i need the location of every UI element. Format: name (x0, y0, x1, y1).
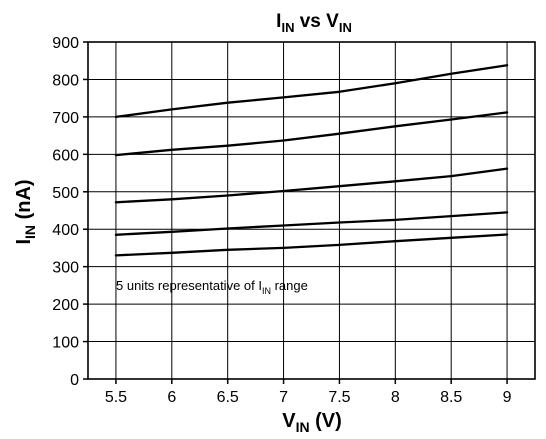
grid-lines (83, 41, 535, 384)
series-line-4 (114, 211, 509, 236)
y-tick-label: 0 (70, 372, 79, 389)
y-tick-label: 300 (52, 260, 79, 277)
y-axis-label: IIN (nA) (13, 179, 38, 244)
x-tick-label: 9 (503, 389, 512, 406)
y-tick-label: 800 (52, 72, 79, 89)
y-tick-labels: 0 100 200 300 400 500 600 700 800 900 (52, 35, 79, 389)
x-tick-label: 5.5 (105, 389, 127, 406)
y-tick-label: 100 (52, 335, 79, 352)
y-tick-label: 600 (52, 147, 79, 164)
y-tick-label: 900 (52, 35, 79, 52)
y-tick-label: 700 (52, 110, 79, 127)
x-tick-label: 6 (167, 389, 176, 406)
x-tick-label: 6.5 (217, 389, 239, 406)
x-tick-label: 8 (391, 389, 400, 406)
series-line-5 (114, 233, 509, 257)
x-tick-label: 8.5 (440, 389, 462, 406)
x-tick-labels: 5.5 6 6.5 7 7.5 8 8.5 9 (105, 389, 512, 406)
annotation: 5 units representative of IIN range (116, 278, 308, 296)
series-group (114, 64, 509, 257)
series-line-2 (114, 111, 509, 157)
series-line-1 (114, 64, 509, 119)
x-tick-label: 7 (279, 389, 288, 406)
plot-area-frame (87, 41, 536, 380)
y-tick-label: 400 (52, 222, 79, 239)
y-tick-label: 500 (52, 185, 79, 202)
x-axis-label: VIN (V) (282, 410, 342, 435)
chart-title: IIN vs VIN (276, 11, 352, 35)
series-line-3 (114, 167, 509, 204)
x-tick-label: 7.5 (328, 389, 350, 406)
y-tick-label: 200 (52, 297, 79, 314)
